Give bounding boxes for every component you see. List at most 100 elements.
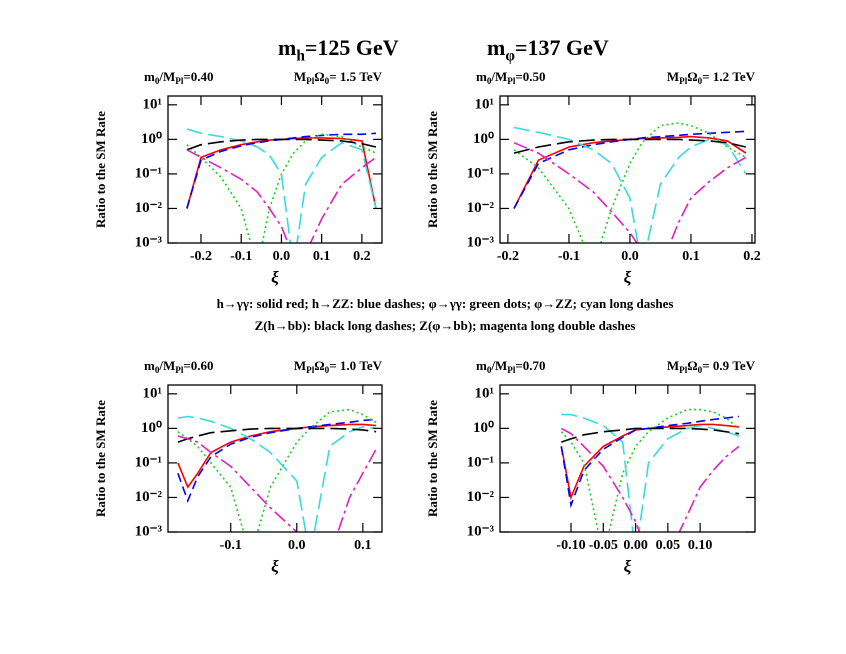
series-line <box>513 141 747 243</box>
x-axis-label: ξ <box>624 557 632 576</box>
x-tick-label: 0.0 <box>288 538 306 553</box>
subtitle-right-part: M <box>294 358 306 373</box>
subtitle-right-part: 0 <box>698 76 703 86</box>
subtitle-left-part: 0 <box>487 365 492 375</box>
subtitle-left-part: /M <box>158 69 175 84</box>
subtitle-right-part: Ω <box>314 358 324 373</box>
subtitle-left-part: m <box>144 358 155 373</box>
x-tick-label: -0.2 <box>497 249 519 264</box>
subtitle-right: MPlΩ0= 1.2 TeV <box>667 69 756 86</box>
series-line <box>186 132 377 209</box>
series-line <box>177 408 377 532</box>
x-tick-label: -0.1 <box>220 538 242 553</box>
series-line <box>186 133 377 243</box>
subtitle-right-part: Ω <box>687 69 697 84</box>
plot-frame <box>499 95 756 244</box>
y-tick-label: 10⁻³ <box>467 523 495 539</box>
y-axis-label: Ratio to the SM Rate <box>93 111 108 228</box>
subtitle-left-part: Pl <box>507 365 516 375</box>
subtitle-left-part: Pl <box>507 76 516 86</box>
y-tick-label: 10¹ <box>143 385 163 401</box>
subtitle-left-part: 0 <box>155 76 160 86</box>
subtitle-right-part: = 0.9 TeV <box>702 358 755 373</box>
subtitle-left-part: m <box>476 69 487 84</box>
x-tick-label: -0.2 <box>190 249 212 264</box>
subtitle-right-part: 0 <box>698 365 703 375</box>
header-right-part: m <box>487 35 505 60</box>
subtitle-right-part: Pl <box>306 76 315 86</box>
header-right: mφ=137 GeV <box>487 35 609 64</box>
subtitle-left-part: /M <box>490 69 507 84</box>
x-tick-label: 0.00 <box>623 538 648 553</box>
header-right-part: φ <box>505 47 515 64</box>
x-tick-label: 0.2 <box>743 249 761 264</box>
subtitle-right-part: M <box>667 69 679 84</box>
series-line <box>513 126 747 243</box>
series-line <box>560 423 739 501</box>
x-tick-label: 0.1 <box>354 538 372 553</box>
y-tick-label: 10⁰ <box>473 420 494 436</box>
x-axis-label: ξ <box>624 268 632 287</box>
plot-frame <box>499 384 756 533</box>
subtitle-left: m0/MPl=0.70 <box>476 358 546 375</box>
subtitle-left-part: /M <box>490 358 507 373</box>
series-line <box>560 408 740 532</box>
x-tick-label: -0.10 <box>556 538 585 553</box>
subtitle-right-part: = 1.5 TeV <box>329 69 382 84</box>
caption-line: h→γγ: solid red; h→ZZ: blue dashes; φ→γγ… <box>217 296 674 311</box>
y-tick-label: 10⁻² <box>135 489 163 505</box>
y-tick-label: 10⁻³ <box>135 523 163 539</box>
series-line <box>177 435 377 532</box>
y-tick-label: 10⁰ <box>473 131 494 147</box>
y-tick-label: 10⁻² <box>135 200 163 216</box>
subtitle-right: MPlΩ0= 0.9 TeV <box>667 358 756 375</box>
x-axis-label: ξ <box>271 557 279 576</box>
subtitle-left-part: =0.60 <box>183 358 213 373</box>
x-tick-label: 0.0 <box>273 249 291 264</box>
series-line <box>177 423 377 489</box>
x-tick-label: 0.1 <box>313 249 331 264</box>
y-tick-label: 10¹ <box>475 385 495 401</box>
header-right-part: =137 GeV <box>515 35 609 60</box>
subtitle-left: m0/MPl=0.60 <box>144 358 214 375</box>
subtitle-right-part: = 1.2 TeV <box>702 69 755 84</box>
series-line <box>513 138 746 154</box>
subtitle-left-part: =0.70 <box>515 358 545 373</box>
y-tick-label: 10⁻³ <box>467 234 495 250</box>
y-axis-label: Ratio to the SM Rate <box>425 111 440 228</box>
y-tick-label: 10¹ <box>143 96 163 112</box>
series-line <box>513 130 746 209</box>
series-line <box>561 427 740 443</box>
subtitle-right: MPlΩ0= 1.5 TeV <box>294 69 383 86</box>
subtitle-right-part: M <box>294 69 306 84</box>
x-tick-label: -0.05 <box>589 538 618 553</box>
subtitle-right: MPlΩ0= 1.0 TeV <box>294 358 383 375</box>
x-tick-label: 0.05 <box>656 538 681 553</box>
x-tick-label: 0.10 <box>688 538 713 553</box>
subtitle-left-part: Pl <box>175 76 184 86</box>
header-left-part: =125 GeV <box>305 35 399 60</box>
subtitle-left-part: m <box>476 358 487 373</box>
series-line <box>186 138 377 151</box>
subtitle-left: m0/MPl=0.50 <box>476 69 546 86</box>
subtitle-left-part: 0 <box>155 365 160 375</box>
y-tick-label: 10⁻³ <box>135 234 163 250</box>
x-tick-label: 0.0 <box>621 249 639 264</box>
subtitle-right-part: Ω <box>314 69 324 84</box>
subtitle-right-part: 0 <box>325 365 330 375</box>
caption-line: Z(h→bb): black long dashes; Z(φ→bb); mag… <box>255 318 636 333</box>
y-tick-label: 10⁻² <box>467 200 495 216</box>
y-tick-label: 10⁻¹ <box>467 454 494 470</box>
subtitle-left-part: Pl <box>175 365 184 375</box>
subtitle-left-part: /M <box>158 358 175 373</box>
y-axis-label: Ratio to the SM Rate <box>93 400 108 517</box>
series-line <box>177 427 377 443</box>
plot-frame <box>167 95 383 244</box>
series-line <box>177 415 377 532</box>
series-line <box>561 413 740 532</box>
y-tick-label: 10⁰ <box>141 420 162 436</box>
y-tick-label: 10⁻¹ <box>135 165 162 181</box>
x-axis-label: ξ <box>271 268 279 287</box>
subtitle-right-part: Ω <box>687 358 697 373</box>
